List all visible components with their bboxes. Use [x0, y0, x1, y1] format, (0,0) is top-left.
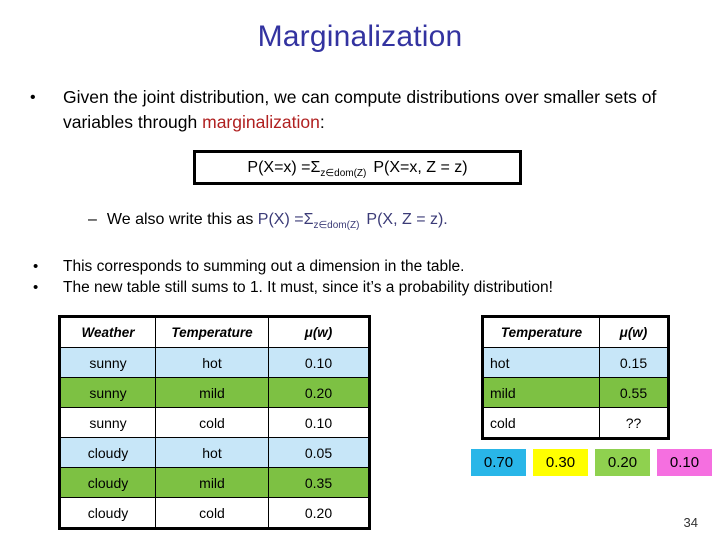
sub-bullet-lead: We also write this as: [106, 211, 258, 228]
cell-temperature: cold: [155, 497, 269, 528]
column-header-mu: μ(w): [599, 317, 668, 348]
cell-temperature: hot: [155, 437, 269, 468]
value-chip: 0.10: [657, 449, 712, 476]
main-bullet-paragraph: • Given the joint distribution, we can c…: [30, 85, 690, 135]
cell-weather: sunny: [60, 407, 156, 438]
table-row: cloudy hot 0.05: [60, 437, 369, 468]
lower-bullet-list: • This corresponds to summing out a dime…: [30, 256, 710, 298]
cell-mu: ??: [599, 407, 668, 438]
list-item-label: The new table still sums to 1. It must, …: [63, 279, 553, 296]
bullet-marker-icon: •: [30, 89, 36, 106]
sub-formula-subscript: z∈dom(Z): [313, 220, 360, 231]
sub-formula-lhs: P(X) =: [257, 211, 304, 228]
sigma-icon: Σ: [303, 211, 314, 228]
cell-mu: 0.35: [268, 467, 369, 498]
table-header-row: Temperature μ(w): [483, 317, 668, 348]
table-header-row: Weather Temperature μ(w): [60, 317, 369, 348]
cell-temperature: cold: [155, 407, 269, 438]
table-row: cloudy mild 0.35: [60, 467, 369, 498]
column-header-mu: μ(w): [268, 317, 369, 348]
marginalization-keyword: marginalization: [202, 112, 320, 132]
cell-mu: 0.15: [599, 347, 668, 378]
cell-mu: 0.55: [599, 377, 668, 408]
table-row: cloudy cold 0.20: [60, 497, 369, 528]
formula-subscript: z∈dom(Z): [320, 167, 367, 179]
formula-lhs: P(X=x) =: [247, 158, 311, 176]
value-chip: 0.20: [595, 449, 650, 476]
table-row: mild 0.55: [483, 377, 668, 408]
main-bullet-text: Given the joint distribution, we can com…: [63, 85, 690, 135]
main-bullet-text-after: :: [319, 112, 325, 132]
page-number: 34: [683, 515, 698, 530]
cell-weather: cloudy: [60, 497, 156, 528]
cell-temperature: mild: [483, 377, 600, 408]
list-item-label: This corresponds to summing out a dimens…: [63, 258, 465, 275]
cell-mu: 0.20: [268, 497, 369, 528]
cell-temperature: mild: [155, 377, 269, 408]
table-row: hot 0.15: [483, 347, 668, 378]
table-row: cold ??: [483, 407, 668, 438]
table-row: sunny cold 0.10: [60, 407, 369, 438]
main-bullet-text-before: Given the joint distribution, we can com…: [63, 87, 657, 132]
bullet-marker-icon: •: [33, 279, 39, 296]
cell-mu: 0.10: [268, 347, 369, 378]
cell-weather: cloudy: [60, 467, 156, 498]
sigma-icon: Σ: [310, 158, 321, 176]
cell-temperature: cold: [483, 407, 600, 438]
table-row: sunny hot 0.10: [60, 347, 369, 378]
cell-mu: 0.20: [268, 377, 369, 408]
sub-formula-rhs: P(X, Z = z).: [366, 211, 448, 228]
value-chip: 0.70: [471, 449, 526, 476]
list-item: • This corresponds to summing out a dime…: [30, 256, 710, 277]
joint-distribution-table: Weather Temperature μ(w) sunny hot 0.10 …: [58, 315, 371, 530]
column-header-temperature: Temperature: [483, 317, 600, 348]
formula-rhs: P(X=x, Z = z): [373, 158, 468, 176]
cell-weather: sunny: [60, 347, 156, 378]
dash-marker-icon: –: [88, 211, 97, 228]
bullet-marker-icon: •: [33, 258, 39, 275]
cell-weather: sunny: [60, 377, 156, 408]
marginal-distribution-table: Temperature μ(w) hot 0.15 mild 0.55 cold…: [481, 315, 670, 440]
column-header-weather: Weather: [60, 317, 156, 348]
cell-mu: 0.10: [268, 407, 369, 438]
value-chip: 0.30: [533, 449, 588, 476]
cell-temperature: hot: [483, 347, 600, 378]
cell-temperature: hot: [155, 347, 269, 378]
cell-weather: cloudy: [60, 437, 156, 468]
cell-temperature: mild: [155, 467, 269, 498]
column-header-temperature: Temperature: [155, 317, 269, 348]
list-item: • The new table still sums to 1. It must…: [30, 277, 710, 298]
value-chip-row: 0.70 0.30 0.20 0.10: [471, 449, 712, 476]
page-title: Marginalization: [257, 20, 463, 53]
cell-mu: 0.05: [268, 437, 369, 468]
table-row: sunny mild 0.20: [60, 377, 369, 408]
